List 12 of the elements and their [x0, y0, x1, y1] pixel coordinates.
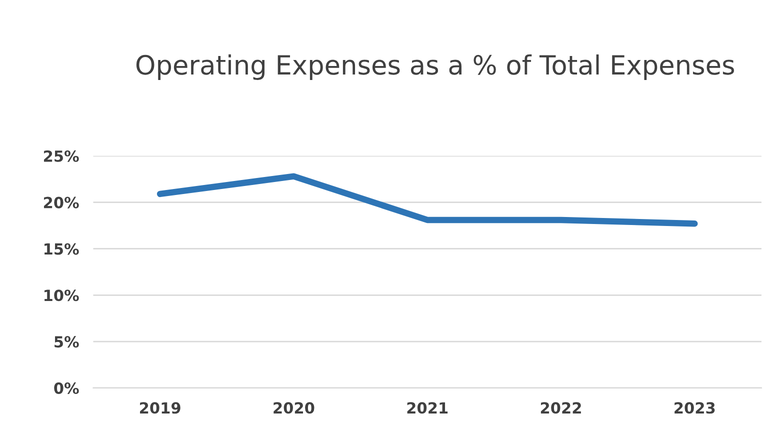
y-tick-label: 20% — [44, 196, 79, 208]
x-tick-label: 2019 — [140, 402, 180, 414]
y-tick-label: 25% — [44, 150, 79, 162]
y-tick-label: 5% — [54, 336, 79, 348]
chart-title: Operating Expenses as a % of Total Expenses — [136, 54, 734, 80]
y-tick-label: 10% — [44, 290, 79, 302]
x-tick-label: 2022 — [540, 402, 581, 414]
x-tick-label: 2021 — [407, 402, 448, 414]
x-tick-label: 2023 — [674, 402, 715, 414]
y-tick-label: 15% — [44, 243, 79, 255]
x-tick-label: 2020 — [274, 402, 314, 414]
y-tick-label: 0% — [54, 382, 79, 394]
